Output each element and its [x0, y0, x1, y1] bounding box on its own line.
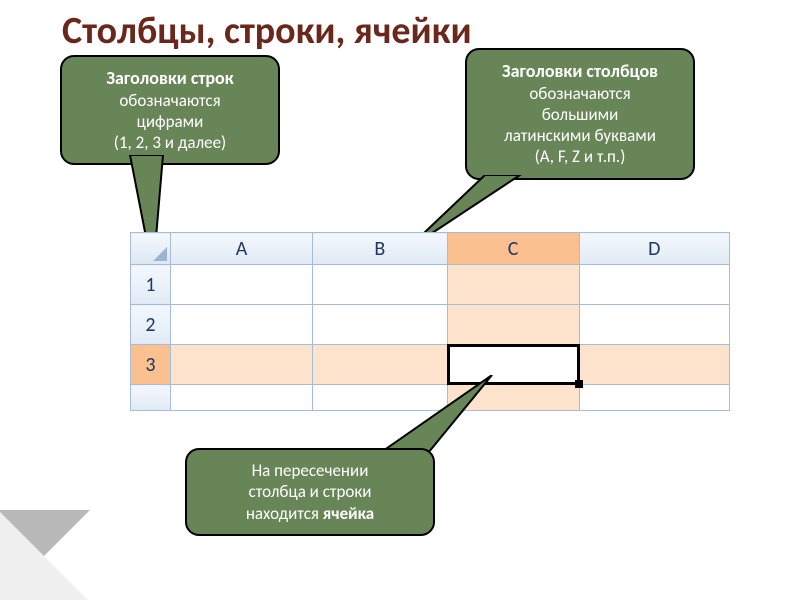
- callout-line: обозначаются: [481, 83, 679, 104]
- cell[interactable]: [579, 305, 730, 345]
- callout-line: обозначаются: [76, 90, 264, 111]
- callout-line: латинскими буквами: [481, 125, 679, 146]
- row: 3: [131, 345, 730, 385]
- callout-line: (1, 2, 3 и далее): [76, 132, 264, 153]
- row-header-highlighted[interactable]: 3: [131, 345, 171, 385]
- callout-line: столбца и строки: [201, 481, 419, 502]
- select-all-icon: [153, 247, 167, 261]
- callout-cell: На пересечении столбца и строки находитс…: [185, 448, 435, 536]
- selection-border-icon: [447, 344, 580, 385]
- cell[interactable]: [579, 385, 730, 411]
- cell[interactable]: [447, 305, 579, 345]
- col-header[interactable]: D: [579, 233, 730, 265]
- col-header[interactable]: A: [171, 233, 313, 265]
- cell[interactable]: [171, 345, 313, 385]
- fill-handle[interactable]: [575, 380, 583, 388]
- selected-cell[interactable]: [447, 345, 579, 385]
- callout-row-headers: Заголовки строк обозначаются цифрами (1,…: [60, 55, 280, 165]
- page-title: Столбцы, строки, ячейки: [62, 8, 472, 54]
- row-header-cut: .: [131, 385, 171, 411]
- col-header-highlighted[interactable]: C: [447, 233, 579, 265]
- cell[interactable]: [579, 265, 730, 305]
- cell[interactable]: [579, 345, 730, 385]
- callout-text: находится: [246, 503, 323, 524]
- page-corner-fold-icon: [0, 512, 88, 600]
- cell[interactable]: [313, 305, 447, 345]
- cell[interactable]: [313, 385, 447, 411]
- callout-line: большими: [481, 104, 679, 125]
- row-header[interactable]: 1: [131, 265, 171, 305]
- callout-column-headers: Заголовки столбцов обозначаются большими…: [465, 48, 695, 180]
- callout-line: На пересечении: [201, 460, 419, 481]
- cell[interactable]: [313, 345, 447, 385]
- callout-head: Заголовки столбцов: [481, 60, 679, 83]
- callout-line: находится ячейка: [201, 503, 419, 524]
- cell[interactable]: [447, 385, 579, 411]
- row: 1: [131, 265, 730, 305]
- row-header[interactable]: 2: [131, 305, 171, 345]
- callout-line: цифрами: [76, 111, 264, 132]
- select-all-cell[interactable]: [131, 233, 171, 265]
- cell[interactable]: [313, 265, 447, 305]
- spreadsheet-grid: A B C D 1 2 3: [130, 232, 730, 411]
- cell[interactable]: [447, 265, 579, 305]
- callout-bold: ячейка: [323, 503, 374, 524]
- callout-head: Заголовки строк: [76, 67, 264, 90]
- cell[interactable]: [171, 265, 313, 305]
- cell[interactable]: [171, 305, 313, 345]
- callout-line: (A, F, Z и т.п.): [481, 146, 679, 167]
- row: 2: [131, 305, 730, 345]
- row: .: [131, 385, 730, 411]
- cell[interactable]: [171, 385, 313, 411]
- col-header[interactable]: B: [313, 233, 447, 265]
- spreadsheet: A B C D 1 2 3: [130, 232, 730, 411]
